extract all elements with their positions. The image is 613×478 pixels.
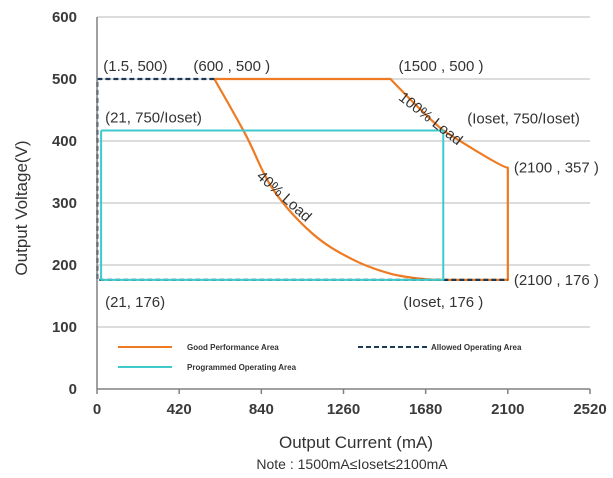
- annotations: (1.5, 500) (600 , 500 ) (1500 , 500 ) (21, …: [103, 58, 599, 311]
- axes: [96, 17, 591, 394]
- annotation-1: (600 , 500 ): [193, 58, 270, 75]
- tick-labels: 0 420 840 1260 1680 2100 2520 0 100 200 300 400 500 6…: [52, 9, 607, 418]
- annotation-8: (Ioset, 176 ): [403, 294, 483, 311]
- y-tick-label-6: 600: [52, 9, 77, 26]
- y-tick-label-3: 300: [52, 195, 77, 212]
- annotation-6: (2100 , 176 ): [514, 272, 599, 289]
- x-tick-label-5: 2100: [491, 401, 524, 418]
- legend-label-good: Good Performance Area: [187, 343, 279, 352]
- y-axis-title: Output Voltage(V): [12, 140, 31, 275]
- annotation-7: (21, 176): [105, 294, 165, 311]
- y-tick-label-1: 100: [52, 319, 77, 336]
- x-tick-label-6: 2520: [573, 401, 606, 418]
- x-tick-label-0: 0: [93, 401, 101, 418]
- legend: Good Performance Area Allowed Operating …: [118, 343, 522, 372]
- x-tick-label-2: 840: [249, 401, 274, 418]
- y-tick-label-0: 0: [69, 381, 77, 398]
- x-axis-title: Output Current (mA): [279, 433, 433, 452]
- series-good-performance-area: [213, 77, 509, 282]
- annotation-2: (1500 , 500 ): [398, 58, 483, 75]
- x-tick-label-1: 420: [167, 401, 192, 418]
- y-tick-label-2: 200: [52, 257, 77, 274]
- annotation-10: 40% Load: [253, 168, 315, 226]
- y-tick-label-5: 500: [52, 71, 77, 88]
- x-tick-label-4: 1680: [409, 401, 442, 418]
- annotation-3: (21, 750/Ioset): [105, 109, 202, 126]
- annotation-4: (Ioset, 750/Ioset): [467, 110, 580, 127]
- x-tick-label-3: 1260: [327, 401, 360, 418]
- y-tick-label-4: 400: [52, 133, 77, 150]
- annotation-0: (1.5, 500): [103, 58, 167, 75]
- annotation-9: 100% Load: [395, 89, 465, 149]
- note-text: Note : 1500mA≤Ioset≤2100mA: [256, 456, 448, 472]
- legend-label-allowed: Allowed Operating Area: [431, 343, 522, 352]
- legend-label-programmed: Programmed Operating Area: [187, 363, 297, 372]
- series-programmed-operating-area: [100, 129, 445, 281]
- annotation-5: (2100 , 357 ): [514, 160, 599, 177]
